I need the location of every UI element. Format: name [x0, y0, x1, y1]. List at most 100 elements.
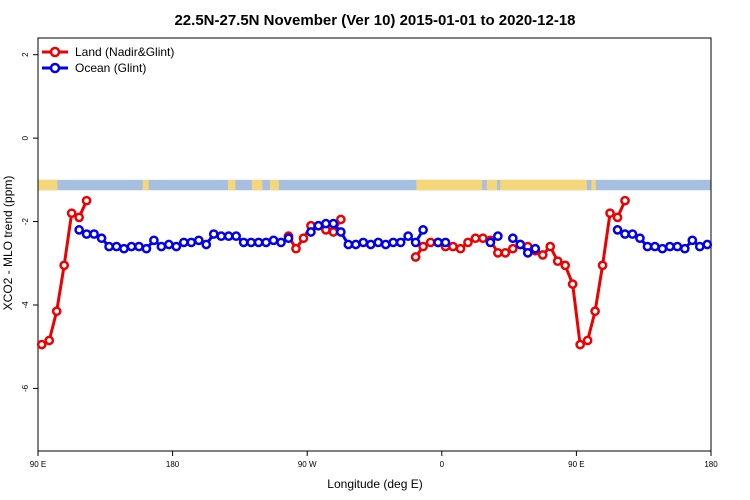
data-point: [612, 212, 623, 223]
data-point: [350, 239, 361, 250]
data-point: [141, 243, 152, 254]
data-point: [298, 233, 309, 244]
y-tick-label: 0: [21, 135, 30, 140]
data-point: [291, 243, 301, 254]
x-tick-label: 180: [166, 460, 180, 469]
data-point: [186, 237, 197, 248]
legend-land-label: Land (Nadir&Glint): [75, 45, 174, 59]
x-tick-label: 90 E: [568, 460, 584, 469]
data-point: [650, 241, 660, 252]
data-point: [380, 239, 391, 250]
data-point: [657, 243, 668, 254]
series-ocean: [74, 218, 713, 258]
y-axis-label: XCO2 - MLO trend (ppm): [1, 176, 15, 311]
data-point: [358, 237, 369, 248]
map-land: [142, 179, 149, 191]
data-point: [425, 237, 436, 248]
data-point: [642, 241, 653, 252]
data-point: [111, 241, 122, 252]
data-point: [365, 239, 376, 250]
series-layer: [36, 195, 713, 350]
series-line: [414, 200, 627, 347]
data-point: [44, 335, 55, 346]
data-point: [597, 260, 608, 271]
chart-title: 22.5N-27.5N November (Ver 10) 2015-01-01…: [174, 12, 575, 29]
data-point: [395, 237, 406, 248]
data-point: [410, 252, 421, 262]
data-point: [81, 229, 92, 239]
data-point: [500, 247, 511, 258]
data-point: [276, 237, 286, 248]
data-point: [552, 256, 563, 267]
y-tick-label: -6: [21, 384, 30, 392]
data-point: [507, 233, 518, 244]
map-land: [591, 179, 596, 191]
data-point: [216, 231, 227, 242]
legend-land-marker: [49, 46, 61, 58]
data-point: [388, 237, 399, 248]
legend-ocean-label: Ocean (Glint): [75, 61, 146, 75]
data-point: [193, 235, 204, 246]
data-point: [448, 241, 458, 252]
data-point: [59, 260, 70, 271]
data-point: [522, 247, 533, 258]
data-point: [470, 233, 481, 244]
data-point: [171, 241, 182, 252]
map-land: [500, 179, 587, 191]
data-point: [261, 237, 271, 248]
x-axis: 90 E 180 90 W 0 90 E 180: [30, 451, 718, 469]
data-point: [560, 260, 571, 271]
data-point: [440, 237, 451, 248]
data-point: [485, 237, 496, 248]
data-point: [694, 241, 705, 252]
data-point: [51, 306, 62, 317]
data-point: [620, 229, 630, 239]
data-point: [463, 237, 473, 248]
data-point: [493, 231, 503, 242]
data-point: [328, 218, 339, 229]
data-point: [567, 279, 578, 289]
legend: Land (Nadir&Glint) Ocean (Glint): [42, 45, 174, 75]
data-point: [96, 233, 107, 244]
data-point: [530, 243, 541, 254]
map-land: [269, 179, 279, 191]
data-point: [156, 241, 167, 252]
map-land: [416, 179, 483, 191]
data-point: [590, 306, 600, 317]
data-point: [627, 229, 638, 239]
data-point: [343, 239, 354, 250]
series-line: [41, 200, 88, 346]
data-point: [620, 195, 630, 206]
data-point: [493, 247, 503, 258]
data-point: [336, 214, 346, 225]
map-land: [227, 179, 236, 191]
data-point: [253, 237, 264, 248]
x-tick-label: 180: [704, 460, 718, 469]
data-point: [582, 335, 593, 346]
data-point: [455, 243, 466, 254]
data-point: [687, 235, 698, 246]
data-point: [507, 243, 518, 254]
world-map-strip: [38, 179, 711, 191]
x-tick-label: 0: [440, 460, 445, 469]
data-point: [313, 220, 324, 231]
data-point: [208, 229, 219, 239]
y-tick-label: 2: [21, 52, 30, 57]
data-point: [321, 218, 331, 229]
data-point: [702, 239, 713, 250]
data-point: [246, 237, 256, 248]
y-tick-label: -4: [21, 301, 30, 309]
data-point: [433, 237, 443, 248]
data-point: [306, 227, 316, 237]
series-land: [36, 195, 630, 350]
data-point: [164, 239, 174, 250]
x-tick-label: 90 W: [298, 460, 317, 469]
data-point: [328, 227, 339, 237]
data-point: [537, 250, 548, 260]
data-point: [373, 237, 384, 248]
data-point: [81, 195, 92, 206]
map-land: [486, 179, 498, 191]
data-point: [672, 241, 683, 252]
legend-ocean-marker: [49, 62, 61, 74]
